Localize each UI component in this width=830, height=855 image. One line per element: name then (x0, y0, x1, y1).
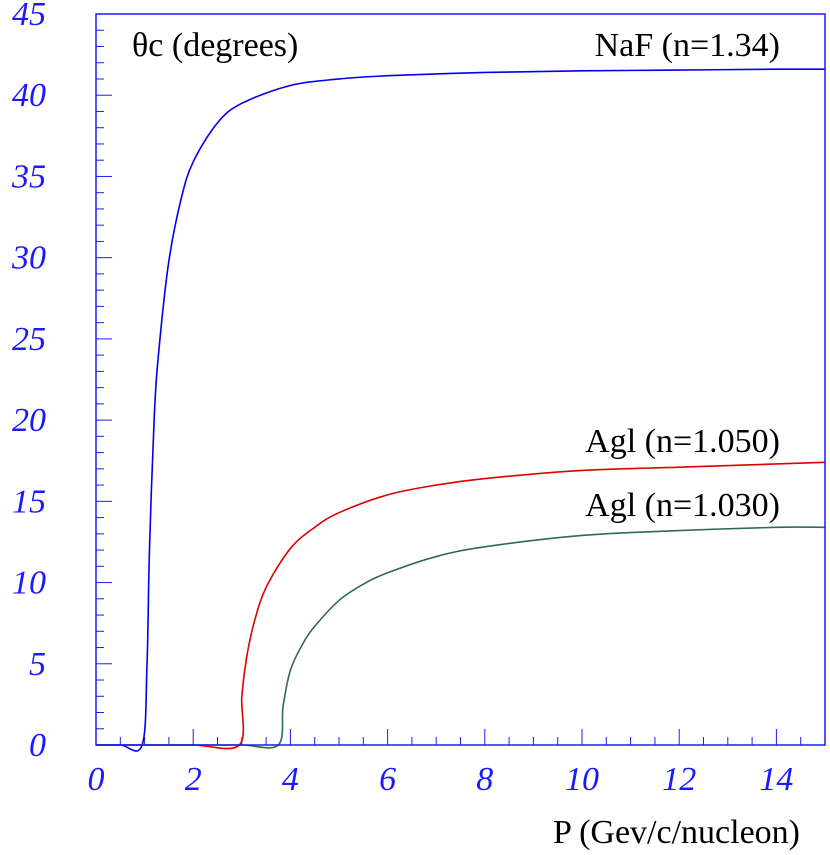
x-tick-label: 2 (185, 761, 202, 798)
x-tick-label: 0 (88, 761, 105, 798)
y-tick-label: 45 (12, 0, 46, 33)
x-tick-label: 14 (759, 761, 793, 798)
x-axis-label: P (Gev/c/nucleon) (553, 814, 800, 851)
y-tick-label: 40 (12, 77, 46, 114)
ticks-layer (95, 13, 826, 746)
y-tick-label: 25 (12, 321, 46, 358)
series-line-naf (96, 68, 826, 752)
series-label-naf: NaF (n=1.34) (595, 27, 780, 64)
labels-layer: 0 5 10 15 20 25 30 35 40 45 0 2 4 6 8 10 12 14 (11, 0, 793, 798)
x-tick-label: 4 (282, 761, 299, 798)
x-tick-label: 12 (662, 761, 696, 798)
x-tick-label: 6 (379, 761, 396, 798)
y-tick-label: 10 (12, 565, 46, 602)
series-label-agl-1050: Agl (n=1.050) (585, 423, 780, 460)
y-tick-label: 20 (12, 402, 46, 439)
series-label-agl-1030: Agl (n=1.030) (585, 487, 780, 524)
x-tick-label: 10 (565, 761, 599, 798)
series-line-agl-1030 (96, 526, 826, 749)
y-tick-label: 0 (29, 727, 46, 764)
series-layer (96, 68, 826, 752)
y-tick-label: 15 (12, 483, 46, 520)
y-tick-label: 5 (29, 646, 46, 683)
y-axis-label: θc (degrees) (132, 27, 298, 64)
x-tick-label: 8 (476, 761, 493, 798)
plot-frame (95, 13, 826, 746)
y-tick-label: 30 (11, 240, 46, 277)
y-tick-label: 35 (11, 158, 46, 195)
